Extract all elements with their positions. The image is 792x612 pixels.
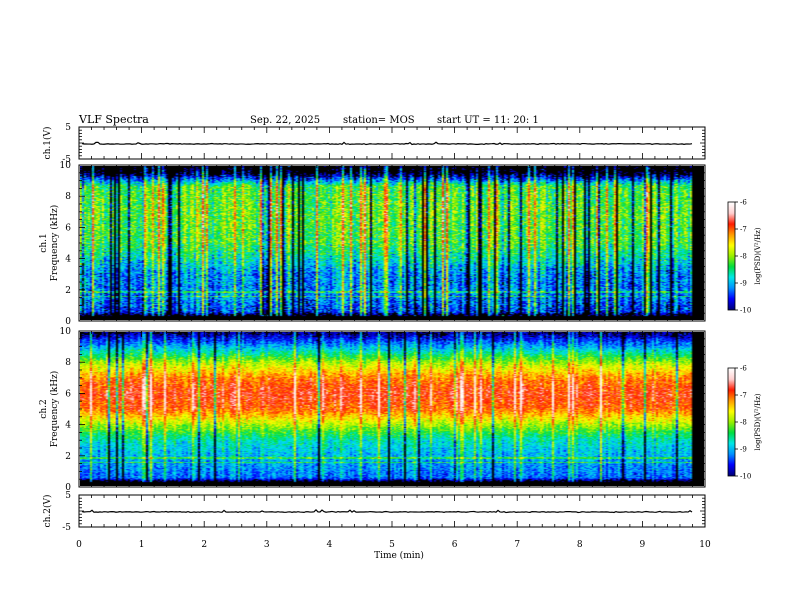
colorbar-tick-label: -10 xyxy=(740,307,751,315)
ch2-frequency-tick-labels: 0 2 4 6 8 10 xyxy=(60,327,72,493)
figure-title: VLF Spectra xyxy=(78,113,149,126)
time-tick-label: 9 xyxy=(640,540,646,550)
frequency-tick-label: 2 xyxy=(65,452,71,462)
ch1-ytick-top: 5 xyxy=(65,123,71,133)
frequency-tick-label: 2 xyxy=(65,286,71,296)
ch2-ytick-top: 5 xyxy=(65,491,71,501)
frequency-tick-label: 0 xyxy=(65,317,71,327)
ch2-ytick-bottom: -5 xyxy=(62,523,71,533)
ch2-waveform-trace xyxy=(81,508,693,514)
ch1-frequency-label: Frequency (kHz) xyxy=(49,205,60,282)
ch2-spectrogram-ticks xyxy=(78,330,706,488)
frequency-tick-label: 4 xyxy=(65,421,71,431)
time-tick-label: 0 xyxy=(76,540,82,550)
frequency-tick-label: 8 xyxy=(65,358,71,368)
ch1-ytick-bottom: -5 xyxy=(62,155,71,165)
time-tick-label: 2 xyxy=(201,540,207,550)
time-tick-label: 5 xyxy=(389,540,395,550)
station-label: station= MOS xyxy=(343,115,415,126)
time-tick-label: 3 xyxy=(264,540,270,550)
ch2-colorbar xyxy=(728,368,735,476)
colorbar-tick-label: -9 xyxy=(740,446,747,454)
colorbar-tick-label: -8 xyxy=(740,419,747,427)
start-time-label: start UT = 11: 20: 1 xyxy=(437,115,539,126)
frequency-tick-label: 6 xyxy=(65,389,71,399)
time-tick-labels: 0 1 2 3 4 5 6 7 8 9 10 xyxy=(76,540,711,550)
frequency-tick-label: 6 xyxy=(65,223,71,233)
ch1-colorbar-label: log(PSD)(V²/Hz) xyxy=(754,227,762,284)
ch1-waveform-trace xyxy=(81,141,693,146)
frequency-tick-label: 10 xyxy=(60,327,72,337)
ch2-spectrogram-image xyxy=(80,332,704,486)
colorbar-tick-label: -7 xyxy=(740,226,747,234)
ch1-channel-label: ch.1 xyxy=(39,233,49,252)
colorbar-tick-label: -9 xyxy=(740,280,747,288)
colorbar-tick-label: -8 xyxy=(740,253,747,261)
ch1-waveform-panel: 5 -5 ch.1(V) xyxy=(42,123,706,165)
time-tick-label: 8 xyxy=(577,540,583,550)
date-label: Sep. 22, 2025 xyxy=(250,115,320,126)
ch2-waveform-ticks xyxy=(78,494,706,528)
ch1-spectrogram-image xyxy=(80,166,704,320)
ch2-waveform-ylabel: ch.2(V) xyxy=(42,495,53,528)
ch1-spectrogram-ticks xyxy=(78,164,706,322)
frequency-tick-label: 0 xyxy=(65,483,71,493)
ch2-colorbar-label: log(PSD)(V²/Hz) xyxy=(754,393,762,450)
time-tick-label: 6 xyxy=(452,540,458,550)
ch1-frequency-tick-labels: 0 2 4 6 8 10 xyxy=(60,161,72,327)
frequency-tick-label: 4 xyxy=(65,255,71,265)
frequency-tick-label: 8 xyxy=(65,192,71,202)
ch2-frequency-label: Frequency (kHz) xyxy=(49,371,60,448)
colorbar-tick-label: -10 xyxy=(740,473,751,481)
time-tick-label: 7 xyxy=(514,540,520,550)
frequency-tick-label: 10 xyxy=(60,161,72,171)
ch2-colorbar-ticks: -6 -7 -8 -9 -10 xyxy=(735,365,751,481)
ch1-spectrogram-panel: 0 2 4 6 8 10 ch.1 Frequency (kHz) -6 -7 -8 -9 -10… xyxy=(39,161,762,327)
colorbar-tick-label: -6 xyxy=(740,199,747,207)
time-tick-label: 1 xyxy=(139,540,145,550)
colorbar-tick-label: -6 xyxy=(740,365,747,373)
ch1-colorbar xyxy=(728,202,735,310)
ch2-channel-label: ch.2 xyxy=(39,399,49,418)
ch1-waveform-ticks xyxy=(78,126,706,160)
colorbar-tick-label: -7 xyxy=(740,392,747,400)
time-axis-label: Time (min) xyxy=(374,550,424,561)
time-tick-label: 4 xyxy=(327,540,333,550)
ch1-waveform-ylabel: ch.1(V) xyxy=(42,127,53,160)
ch2-spectrogram-panel: 0 2 4 6 8 10 ch.2 Frequency (kHz) -6 -7 -8 -9 -10… xyxy=(39,327,762,493)
ch1-colorbar-ticks: -6 -7 -8 -9 -10 xyxy=(735,199,751,315)
time-tick-label: 10 xyxy=(699,540,711,550)
ch2-waveform-panel: 5 -5 ch.2(V) xyxy=(42,491,706,533)
